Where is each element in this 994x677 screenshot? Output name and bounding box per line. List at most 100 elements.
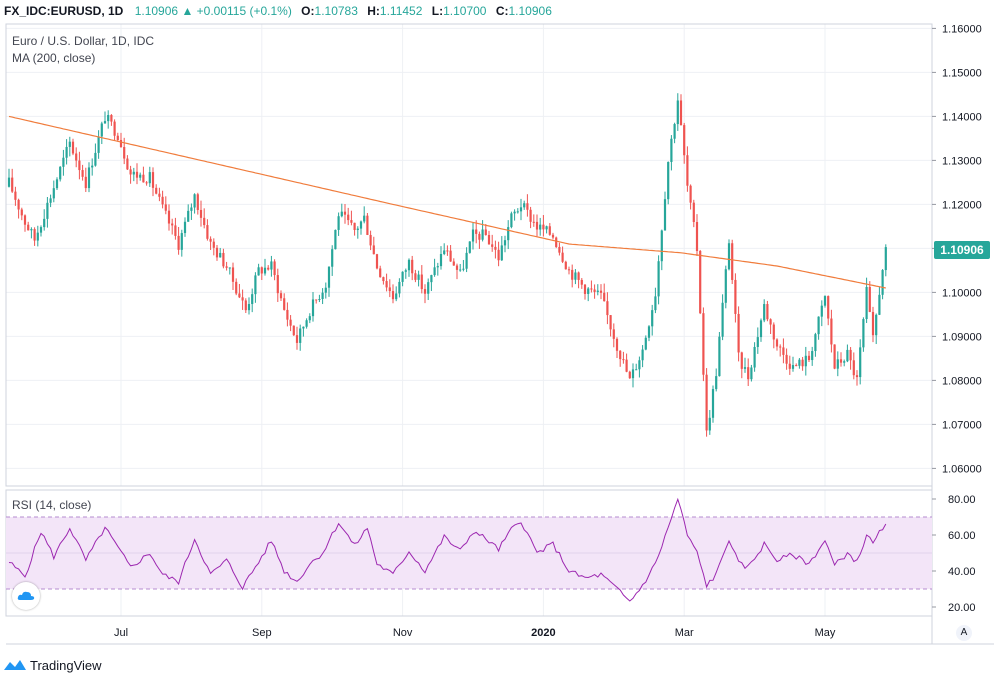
- cloud-icon: [17, 591, 35, 600]
- candle-body: [529, 209, 532, 222]
- candle-body: [110, 114, 113, 122]
- rsi-tick-label: 60.00: [948, 530, 976, 542]
- candle-body: [878, 294, 881, 315]
- candle-body: [503, 240, 507, 246]
- chart-title[interactable]: Euro / U.S. Dollar, 1D, IDC: [12, 34, 155, 48]
- candle-body: [692, 202, 695, 223]
- close-label: C:: [495, 4, 509, 18]
- tradingview-badge[interactable]: [12, 582, 40, 610]
- time-axis-label: Mar: [675, 627, 694, 639]
- candle-body: [817, 316, 820, 335]
- candle-body: [33, 229, 36, 241]
- candle-body: [852, 360, 855, 376]
- footer: TradingView: [4, 656, 102, 674]
- candle-body: [119, 139, 123, 148]
- candle-body: [299, 328, 302, 343]
- high-label: H:: [367, 4, 380, 18]
- candle-body: [235, 281, 238, 294]
- high-value: 1.11452: [379, 4, 423, 18]
- tradingview-logo-icon: [4, 660, 26, 670]
- candle-body: [766, 304, 769, 320]
- auto-scale-button[interactable]: A: [956, 625, 972, 641]
- candle-body: [471, 229, 475, 242]
- price-tick-label: 1.07000: [942, 419, 982, 431]
- candle-body: [651, 310, 654, 327]
- ma-legend[interactable]: MA (200, close): [12, 51, 96, 65]
- candle-body: [129, 169, 132, 175]
- candle-body: [254, 275, 257, 295]
- candle-body: [487, 235, 491, 245]
- open-label: O:: [301, 4, 315, 18]
- price-tick-label: 1.14000: [942, 111, 982, 123]
- candle-body: [177, 235, 180, 250]
- candle-body: [257, 267, 260, 276]
- candle-body: [500, 245, 503, 261]
- candle-body: [641, 349, 644, 361]
- candle-body: [459, 269, 462, 271]
- candle-body: [475, 229, 478, 234]
- candle-body: [423, 289, 427, 294]
- candle-body: [43, 218, 46, 228]
- candle-body: [36, 232, 39, 241]
- candle-body: [593, 289, 596, 292]
- price-tick-label: 1.06000: [942, 463, 982, 475]
- candle-body: [199, 209, 203, 218]
- candle-body: [439, 253, 443, 267]
- candle-body: [20, 209, 23, 216]
- rsi-legend[interactable]: RSI (14, close): [12, 498, 92, 512]
- candle-body: [679, 100, 683, 126]
- candle-body: [727, 243, 731, 270]
- symbol-label[interactable]: FX_IDC:EURUSD, 1D: [4, 4, 124, 18]
- candle-body: [30, 229, 33, 231]
- candle-body: [7, 177, 11, 187]
- candle-body: [619, 350, 622, 360]
- candle-body: [295, 335, 299, 343]
- candle-body: [769, 319, 772, 325]
- candle-body: [55, 179, 59, 189]
- candle-body: [337, 216, 340, 230]
- candle-body: [590, 288, 593, 290]
- candle-body: [238, 293, 241, 298]
- candle-body: [871, 311, 875, 336]
- candle-body: [14, 191, 17, 200]
- candle-body: [46, 202, 49, 219]
- candle-body: [740, 352, 743, 369]
- candle-body: [644, 337, 647, 350]
- candle-body: [452, 261, 455, 266]
- candle-body: [305, 320, 308, 327]
- candle-body: [756, 337, 759, 347]
- candle-body: [414, 273, 417, 280]
- candle-body: [558, 246, 561, 253]
- candle-body: [791, 365, 795, 369]
- candle-body: [516, 211, 519, 213]
- candle-body: [663, 199, 667, 231]
- close-value: 1.10906: [508, 4, 552, 18]
- ma-200-line: [8, 115, 886, 289]
- candle-body: [123, 147, 126, 159]
- candle-body: [523, 203, 526, 208]
- candle-body: [494, 246, 497, 250]
- candle-body: [711, 389, 715, 418]
- price-tick-label: 1.16000: [942, 23, 982, 35]
- candle-body: [75, 153, 78, 161]
- candle-body: [212, 241, 215, 248]
- candle-body: [363, 215, 366, 222]
- candle-body: [577, 272, 580, 280]
- candle-body: [583, 284, 587, 294]
- candle-body: [225, 266, 228, 268]
- candle-body: [599, 290, 603, 293]
- rsi-line: [8, 497, 887, 602]
- candle-body: [603, 292, 606, 302]
- price-tick-label: 1.09000: [942, 331, 982, 343]
- brand-label[interactable]: TradingView: [30, 657, 102, 673]
- candle-body: [260, 267, 263, 274]
- candle-body: [724, 269, 727, 303]
- candle-body: [427, 282, 430, 294]
- candle-body: [167, 210, 171, 224]
- candle-body: [228, 267, 231, 269]
- candle-body: [343, 211, 347, 215]
- time-axis-label: 2020: [531, 627, 555, 639]
- candle-body: [430, 275, 433, 283]
- last-price-tag: 1.10906: [934, 241, 990, 259]
